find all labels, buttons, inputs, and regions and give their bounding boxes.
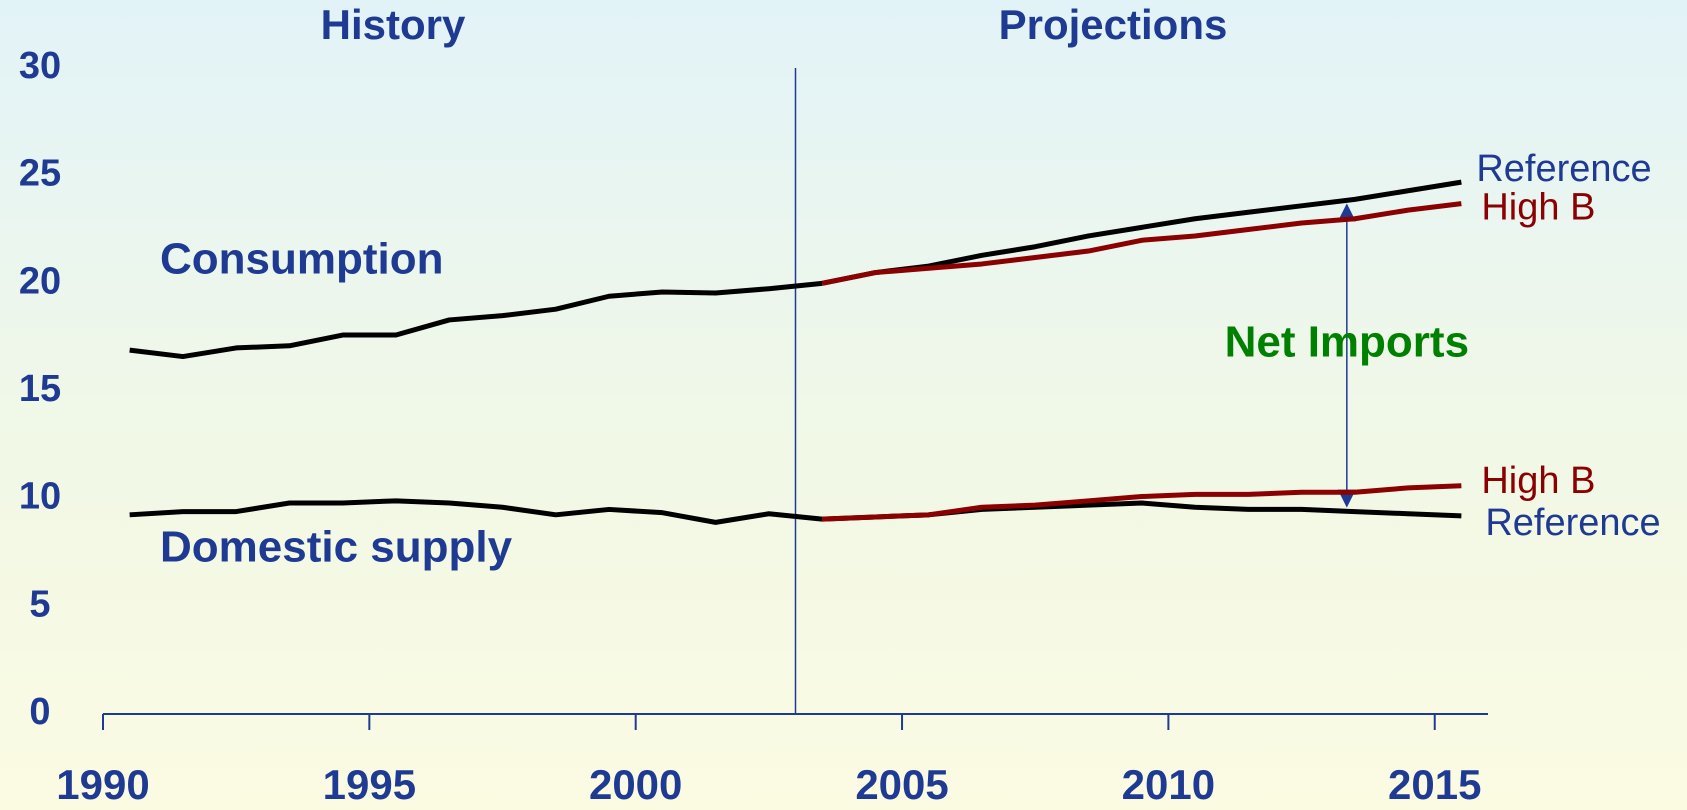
series-label: High B — [1481, 460, 1595, 502]
projections-label: Projections — [999, 1, 1228, 48]
series-label: Reference — [1476, 148, 1651, 190]
x-tick-label: 2005 — [855, 761, 948, 808]
y-tick-label: 30 — [19, 45, 61, 87]
x-tick-label: 1990 — [56, 761, 149, 808]
y-tick-label: 5 — [29, 583, 50, 625]
x-tick-label: 2010 — [1122, 761, 1215, 808]
series-line — [821, 201, 1462, 286]
x-tick-label: 2015 — [1388, 761, 1481, 808]
series-line — [822, 483, 1462, 522]
net-imports-label: Net Imports — [1225, 318, 1469, 367]
series-line — [129, 498, 823, 525]
series-label: Domestic supply — [160, 523, 513, 572]
history-label: History — [321, 1, 466, 48]
y-tick-label: 20 — [19, 260, 61, 302]
y-tick-label: 15 — [19, 368, 61, 410]
x-tick-label: 2000 — [589, 761, 682, 808]
series-label: High B — [1481, 187, 1595, 229]
series-label: Reference — [1485, 502, 1660, 544]
series-line — [129, 280, 823, 360]
y-tick-label: 0 — [29, 691, 50, 733]
y-tick-label: 10 — [19, 476, 61, 518]
series-label: Consumption — [160, 235, 444, 284]
y-tick-label: 25 — [19, 153, 61, 195]
x-tick-label: 1995 — [323, 761, 416, 808]
